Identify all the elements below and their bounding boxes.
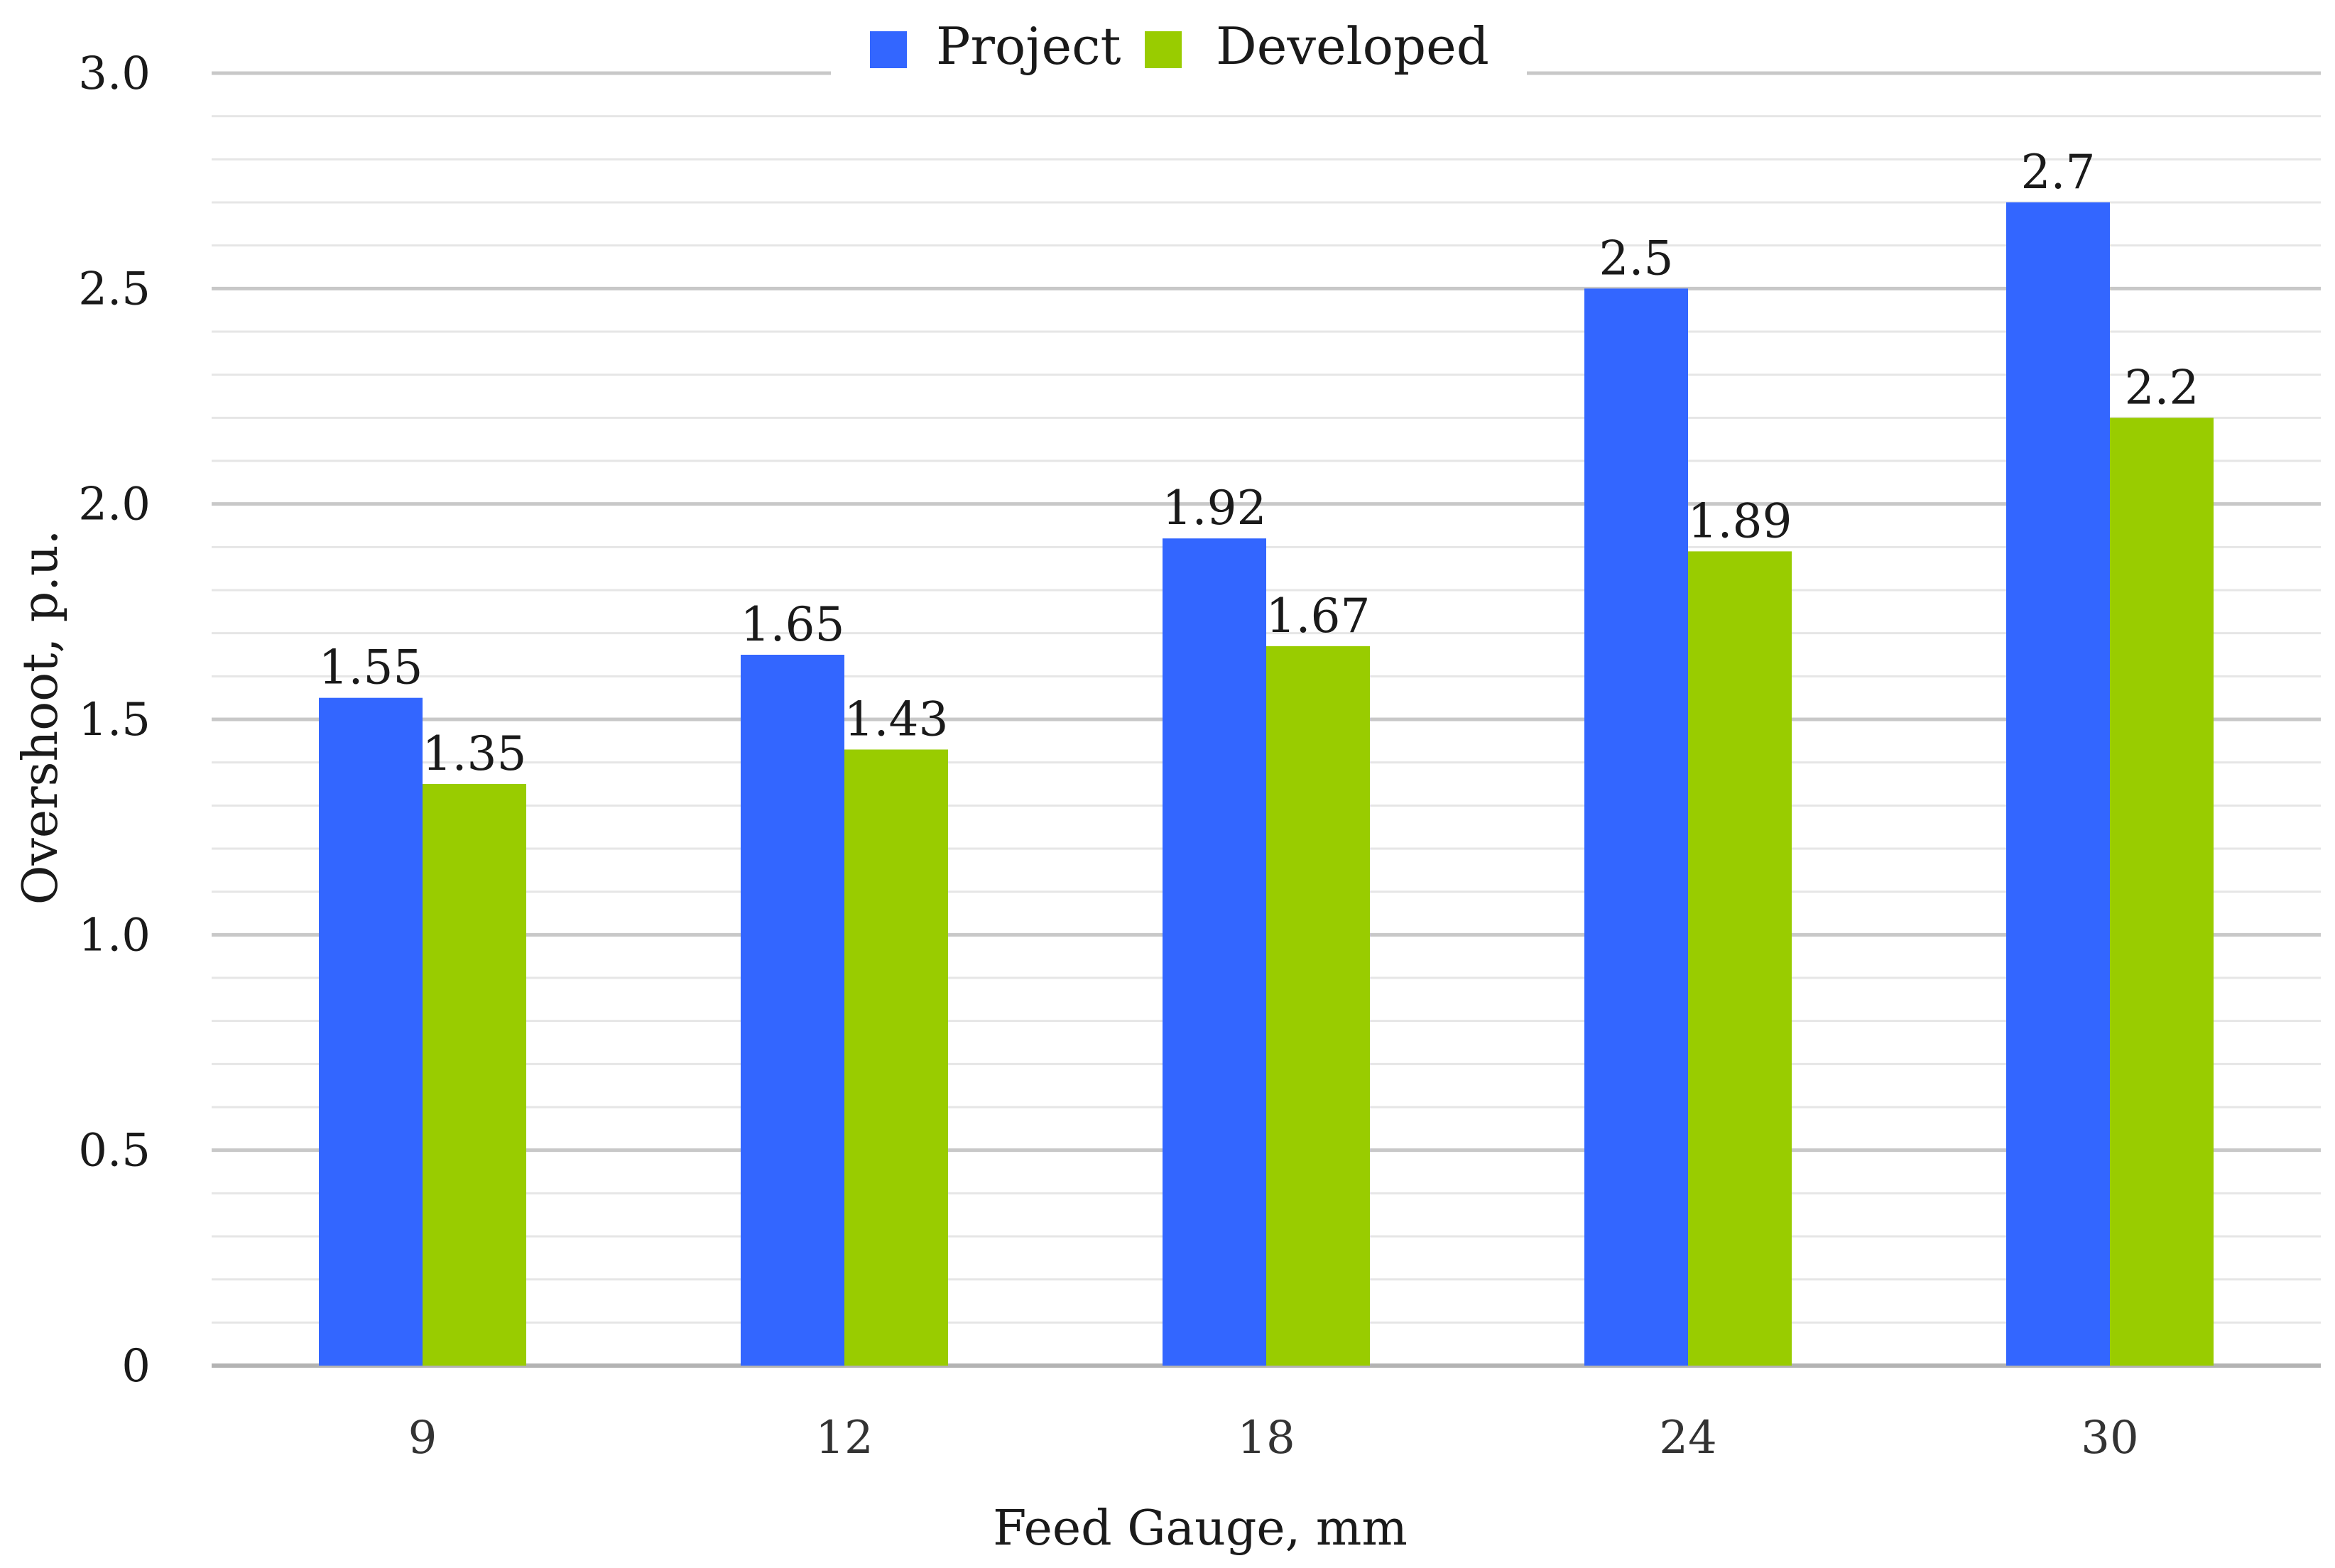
y-axis-title: Overshoot, p.u. xyxy=(13,530,69,905)
x-tick-label: 12 xyxy=(815,1412,873,1464)
y-tick-label: 1.0 xyxy=(78,909,151,962)
data-label-developed-24: 1.89 xyxy=(1688,494,1792,548)
data-labels: 1.551.35 1.65 1.43 1.92 1.67 2.5 1.89 2.7 2.2 xyxy=(319,145,2199,781)
x-tick-label: 18 xyxy=(1237,1412,1295,1464)
x-tick-label: 24 xyxy=(1659,1412,1716,1464)
bar-project-30 xyxy=(2006,202,2110,1366)
data-label-project-18: 1.92 xyxy=(1163,481,1267,535)
data-label-developed-30: 2.2 xyxy=(2125,360,2199,415)
bar-developed-9 xyxy=(423,784,526,1366)
legend-label-project: Project xyxy=(936,16,1121,76)
x-axis-ticks: 9 12 18 24 30 xyxy=(408,1412,2139,1464)
bar-developed-30 xyxy=(2110,418,2214,1366)
data-label-developed-18: 1.67 xyxy=(1266,589,1371,643)
legend-swatch-project xyxy=(870,31,907,68)
legend-swatch-developed xyxy=(1145,31,1182,68)
y-tick-label: 2.0 xyxy=(78,479,151,531)
bar-project-12 xyxy=(741,655,844,1366)
bar-project-24 xyxy=(1584,288,1688,1366)
y-tick-label: 0 xyxy=(121,1340,151,1393)
data-label-project-24: 2.5 xyxy=(1599,231,1674,285)
bar-developed-18 xyxy=(1266,646,1370,1366)
bar-developed-24 xyxy=(1688,551,1792,1366)
legend-label-developed: Developed xyxy=(1216,16,1489,76)
data-label-project-30: 2.7 xyxy=(2021,145,2096,200)
x-axis-title: Feed Gauge, mm xyxy=(993,1501,1408,1557)
bar-developed-12 xyxy=(844,749,948,1366)
bar-project-18 xyxy=(1163,538,1266,1366)
y-tick-label: 0.5 xyxy=(78,1125,151,1177)
data-label-project-9: 1.55 xyxy=(319,641,423,695)
x-tick-label: 9 xyxy=(408,1412,437,1464)
y-tick-label: 1.5 xyxy=(78,694,151,746)
bars xyxy=(319,202,2214,1366)
y-tick-label: 2.5 xyxy=(78,263,151,315)
y-tick-label: 3.0 xyxy=(78,48,151,100)
legend: Project Developed xyxy=(831,7,1527,78)
bar-project-9 xyxy=(319,697,423,1366)
data-label-project-12: 1.65 xyxy=(741,597,845,652)
x-tick-label: 30 xyxy=(2081,1412,2138,1464)
y-axis-ticks: 0 0.5 1.0 1.5 2.0 2.5 3.0 xyxy=(78,48,151,1393)
data-label-developed-9: 1.35 xyxy=(423,726,527,781)
data-label-developed-12: 1.43 xyxy=(844,692,949,746)
